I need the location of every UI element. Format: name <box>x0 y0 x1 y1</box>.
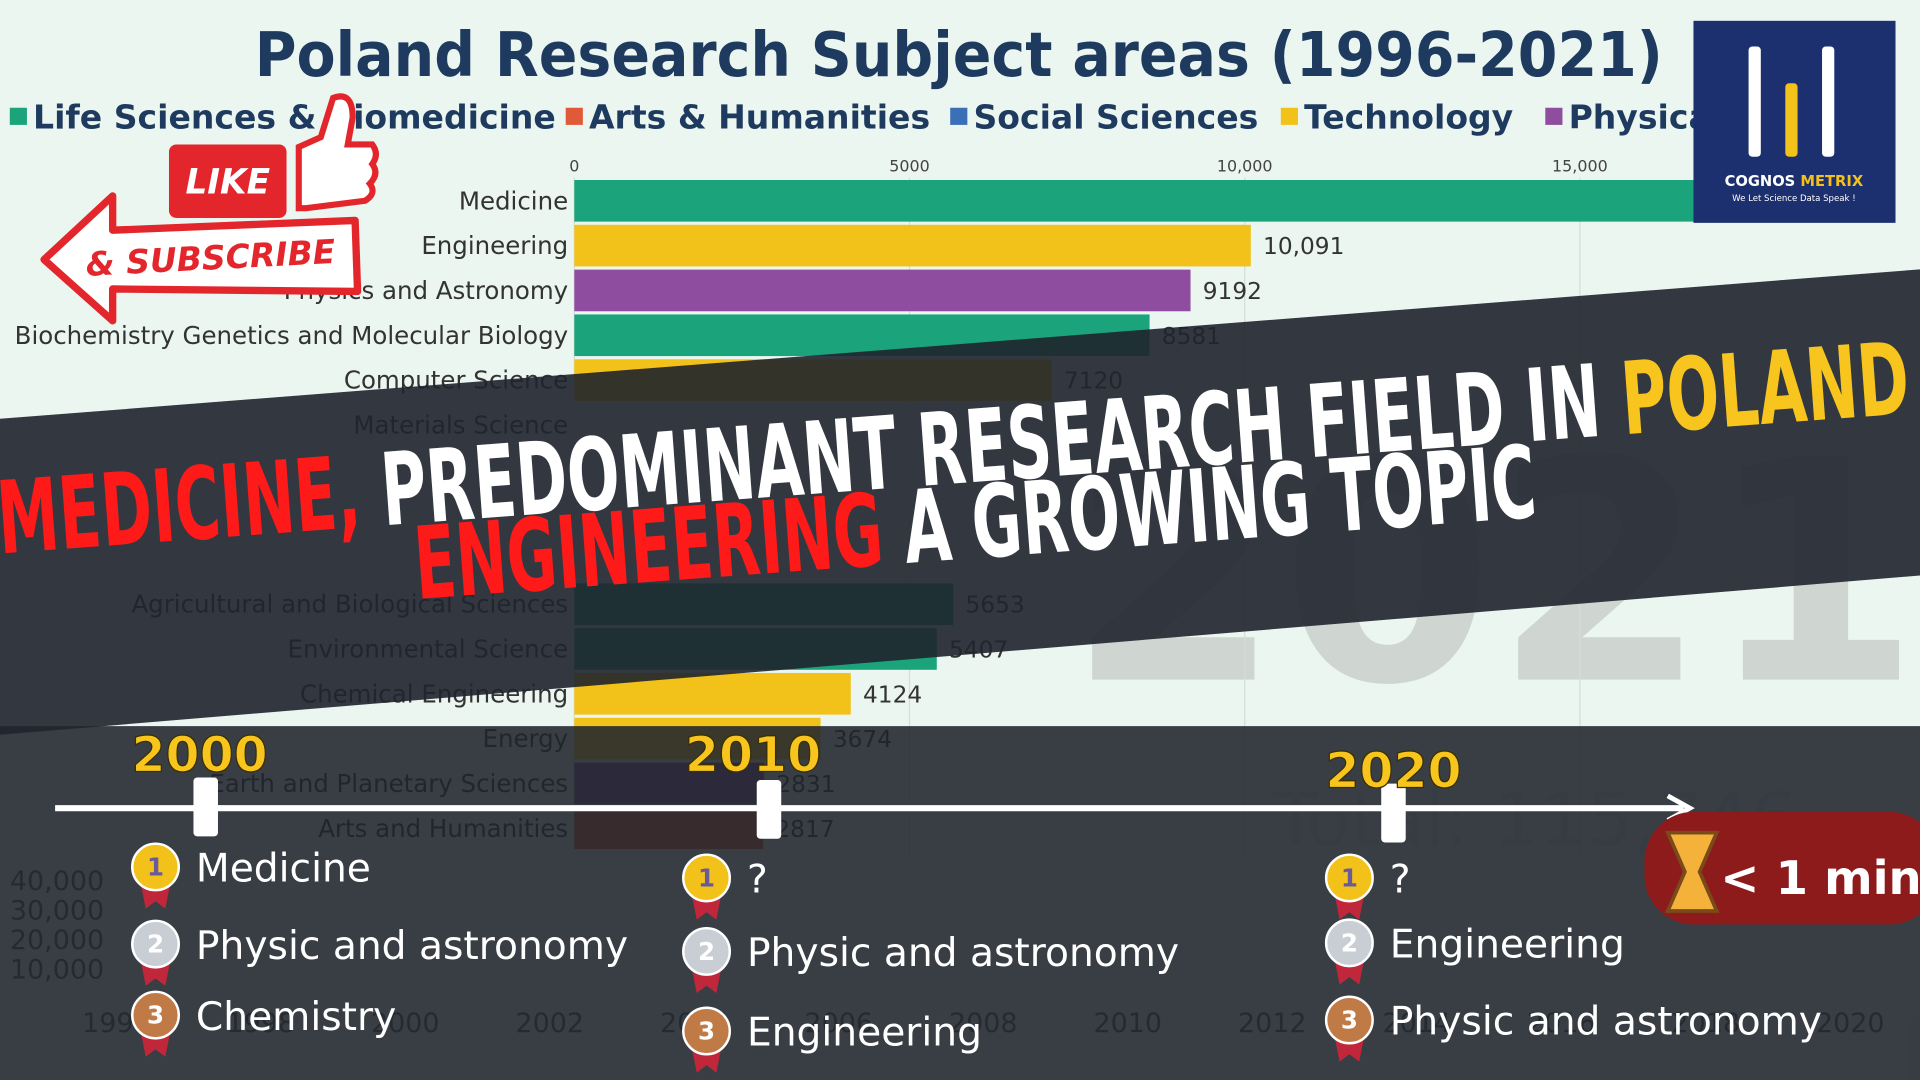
legend-swatch <box>565 107 583 125</box>
medal-number: 3 <box>147 1001 164 1030</box>
rank-label: Chemistry <box>196 995 396 1040</box>
medal <box>1324 918 1374 968</box>
timeline-year: 2010 <box>685 726 821 783</box>
rank-label: ? <box>747 858 768 903</box>
timer: < 1 min <box>1644 811 1920 925</box>
rank-label: Medicine <box>196 847 371 892</box>
value-label: 4124 <box>863 681 922 708</box>
legend-label: Arts & Humanities <box>589 98 930 137</box>
like-box <box>168 144 287 218</box>
medal <box>1324 853 1374 903</box>
category-label: Engineering <box>421 231 568 260</box>
hourglass <box>1664 830 1720 913</box>
x-tick-label: 15,000 <box>1552 156 1608 175</box>
timeline-marker <box>193 777 218 837</box>
logo-bar <box>1785 83 1798 157</box>
banner-word: MEDICINE, <box>0 434 364 577</box>
thumbs-up <box>295 93 379 212</box>
rank-label: Physic and astronomy <box>1390 1000 1822 1045</box>
logo-name: COGNOS METRIX <box>1725 173 1864 190</box>
timeline-year: 2000 <box>131 726 267 783</box>
logo-bar <box>1748 46 1761 157</box>
medal-number: 2 <box>1341 928 1358 957</box>
legend-label: Technology <box>1304 98 1513 137</box>
x-tick-label: 10,000 <box>1217 156 1273 175</box>
timeline-year: 2020 <box>1325 742 1461 799</box>
timeline-marker <box>1381 783 1406 843</box>
like-subscribe: LIKE& SUBSCRIBE <box>40 93 379 325</box>
medal-number: 2 <box>147 930 164 959</box>
bar <box>574 224 1251 267</box>
banner-band <box>0 269 1920 735</box>
logo-name-part: METRIX <box>1800 173 1863 190</box>
logo-tagline: We Let Science Data Speak ! <box>1732 194 1855 204</box>
medal <box>682 1006 732 1056</box>
legend-label: Life Sciences & Biomedicine <box>33 98 556 137</box>
medal <box>682 853 732 903</box>
medal <box>131 842 180 892</box>
value-label: 10,091 <box>1263 233 1344 260</box>
rank-label: Physic and astronomy <box>747 931 1179 976</box>
medal <box>131 990 180 1040</box>
medal <box>1324 995 1374 1045</box>
medal-number: 1 <box>698 864 715 893</box>
timeline-marker <box>756 780 782 839</box>
category-label: Medicine <box>459 186 568 215</box>
like-text: LIKE <box>185 162 270 202</box>
legend-swatch <box>1280 107 1298 125</box>
legend-label: Social Sciences <box>973 98 1258 137</box>
x-tick-label: 5000 <box>889 156 929 175</box>
rank-label: ? <box>1390 858 1411 903</box>
rank-label: Engineering <box>747 1011 982 1056</box>
chart-title: Poland Research Subject areas (1996-2021… <box>255 20 1663 91</box>
banner-word: POLAND <box>1617 320 1913 458</box>
legend-swatch <box>950 107 968 125</box>
logo-bar <box>1822 46 1835 157</box>
rank-label: Physic and astronomy <box>196 924 628 969</box>
medal-number: 3 <box>1341 1006 1358 1035</box>
timer-label: < 1 min <box>1720 851 1920 905</box>
bar <box>574 269 1191 312</box>
medal-number: 1 <box>147 853 164 882</box>
logo-name-part: COGNOS <box>1725 173 1801 190</box>
x-tick-label: 0 <box>569 156 579 175</box>
medal-number: 3 <box>698 1017 715 1046</box>
legend-swatch <box>9 107 27 125</box>
logo: COGNOS METRIX We Let Science Data Speak ! <box>1693 20 1896 223</box>
timeline: 2000 1 Medicine 2 Physic and astronomy 3 Chemi… <box>55 726 1822 1073</box>
value-label: 9192 <box>1203 278 1262 305</box>
timeline-band <box>0 726 1920 1080</box>
medal <box>131 919 180 969</box>
medal <box>682 926 732 976</box>
bar <box>574 180 1740 222</box>
medal-number: 2 <box>698 937 715 966</box>
promo-arrow <box>40 192 362 325</box>
rank-label: Engineering <box>1390 923 1625 968</box>
medal-number: 1 <box>1341 864 1358 893</box>
legend-swatch <box>1545 107 1563 125</box>
category-label: Biochemistry Genetics and Molecular Biol… <box>15 321 569 350</box>
